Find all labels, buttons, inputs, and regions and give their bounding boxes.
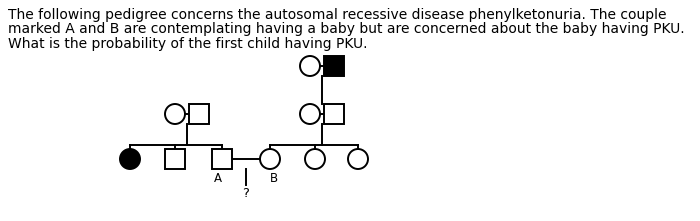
Bar bbox=[324, 104, 344, 124]
Text: marked A and B are contemplating having a baby but are concerned about the baby : marked A and B are contemplating having … bbox=[8, 23, 685, 36]
Bar bbox=[189, 104, 209, 124]
Bar bbox=[324, 56, 344, 76]
Ellipse shape bbox=[120, 149, 140, 169]
Ellipse shape bbox=[305, 149, 325, 169]
Ellipse shape bbox=[300, 56, 320, 76]
Text: The following pedigree concerns the autosomal recessive disease phenylketonuria.: The following pedigree concerns the auto… bbox=[8, 8, 666, 22]
Ellipse shape bbox=[165, 104, 185, 124]
Text: ?: ? bbox=[243, 187, 249, 200]
Text: A: A bbox=[214, 172, 222, 185]
Text: What is the probability of the first child having PKU.: What is the probability of the first chi… bbox=[8, 37, 368, 51]
Ellipse shape bbox=[300, 104, 320, 124]
Bar bbox=[165, 149, 185, 169]
Text: B: B bbox=[270, 172, 278, 185]
Ellipse shape bbox=[348, 149, 368, 169]
Bar bbox=[212, 149, 232, 169]
Ellipse shape bbox=[260, 149, 280, 169]
